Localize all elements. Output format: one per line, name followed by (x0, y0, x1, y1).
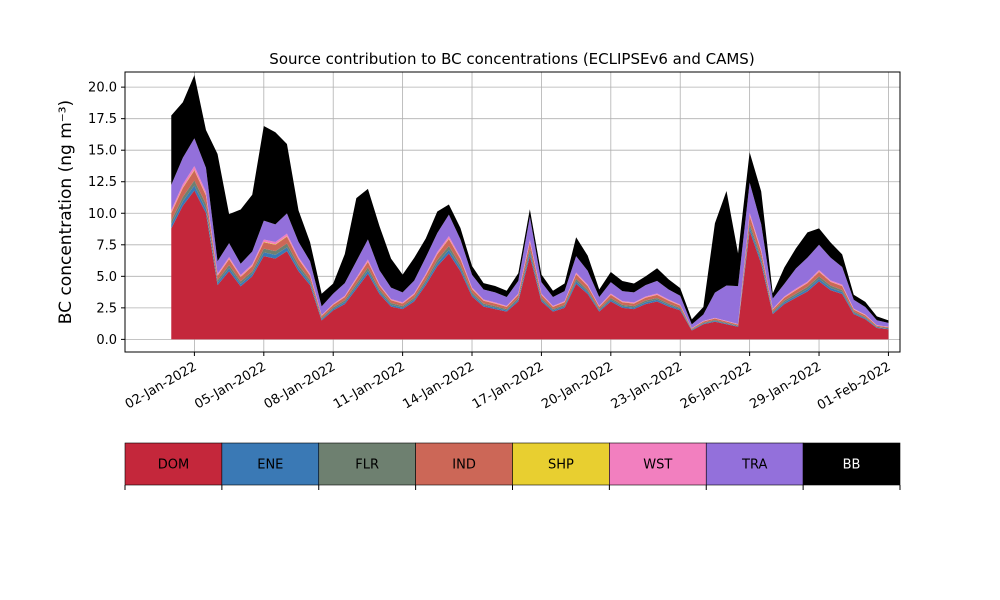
x-tick-label: 11-Jan-2022 (331, 359, 408, 412)
legend-swatch-wst (609, 442, 707, 486)
legend-label: BB (843, 458, 861, 473)
stacked-areas (171, 75, 889, 340)
area-series-ene (171, 185, 889, 331)
x-tick-label: 02-Jan-2022 (123, 359, 200, 412)
y-axis-label: BC concentration (ng m⁻³) (56, 100, 76, 324)
y-axis: 0.0 2.5 5.0 7.5 10.0 12.5 15.0 17.5 20.0 (88, 81, 125, 348)
legend-swatch-bb (802, 442, 901, 486)
area-series-flr (171, 180, 889, 330)
legend-label: ENE (257, 458, 283, 473)
area-series-wst (171, 165, 889, 329)
legend-swatch-flr (318, 442, 416, 486)
legend-swatch-dom (124, 442, 223, 486)
y-tick-label: 2.5 (96, 301, 117, 316)
area-series-dom (171, 190, 889, 340)
y-tick-label: 15.0 (88, 144, 117, 159)
y-tick-label: 5.0 (96, 270, 117, 285)
legend-label: TRA (741, 458, 767, 473)
chart-title: Source contribution to BC concentrations… (269, 50, 754, 68)
y-tick-label: 12.5 (88, 175, 117, 190)
legend-label: IND (452, 458, 476, 473)
x-tick-label: 17-Jan-2022 (470, 359, 547, 412)
y-tick-label: 20.0 (88, 81, 117, 96)
area-series-tra (171, 138, 889, 329)
x-tick-label: 05-Jan-2022 (192, 359, 269, 412)
y-tick-label: 0.0 (96, 333, 117, 348)
x-tick-label: 26-Jan-2022 (678, 359, 755, 412)
area-series-ind (171, 170, 889, 330)
x-tick-label: 14-Jan-2022 (400, 359, 477, 412)
legend-swatch-tra (705, 442, 804, 486)
x-tick-label: 20-Jan-2022 (539, 359, 616, 412)
legend-label: DOM (158, 458, 189, 473)
y-tick-label: 7.5 (96, 238, 117, 253)
legend-colorbar: DOM ENE FLR IND SHP WST TRA BB (124, 442, 901, 490)
legend-swatch-ene (221, 442, 320, 486)
x-tick-label: 01-Feb-2022 (815, 359, 894, 413)
legend-label: SHP (548, 458, 574, 473)
x-tick-label: 23-Jan-2022 (609, 359, 686, 412)
plot-frame (124, 71, 901, 353)
x-tick-label: 29-Jan-2022 (747, 359, 824, 412)
legend-label: FLR (355, 458, 379, 473)
x-tick-label: 08-Jan-2022 (262, 359, 339, 412)
legend-swatch-ind (415, 442, 513, 486)
y-tick-label: 10.0 (88, 207, 117, 222)
x-axis: 02-Jan-202205-Jan-202208-Jan-202211-Jan-… (123, 352, 894, 413)
legend-label: WST (643, 458, 672, 473)
legend-swatch-shp (512, 442, 610, 486)
y-tick-label: 17.5 (88, 112, 117, 127)
area-series-bb (171, 75, 889, 325)
